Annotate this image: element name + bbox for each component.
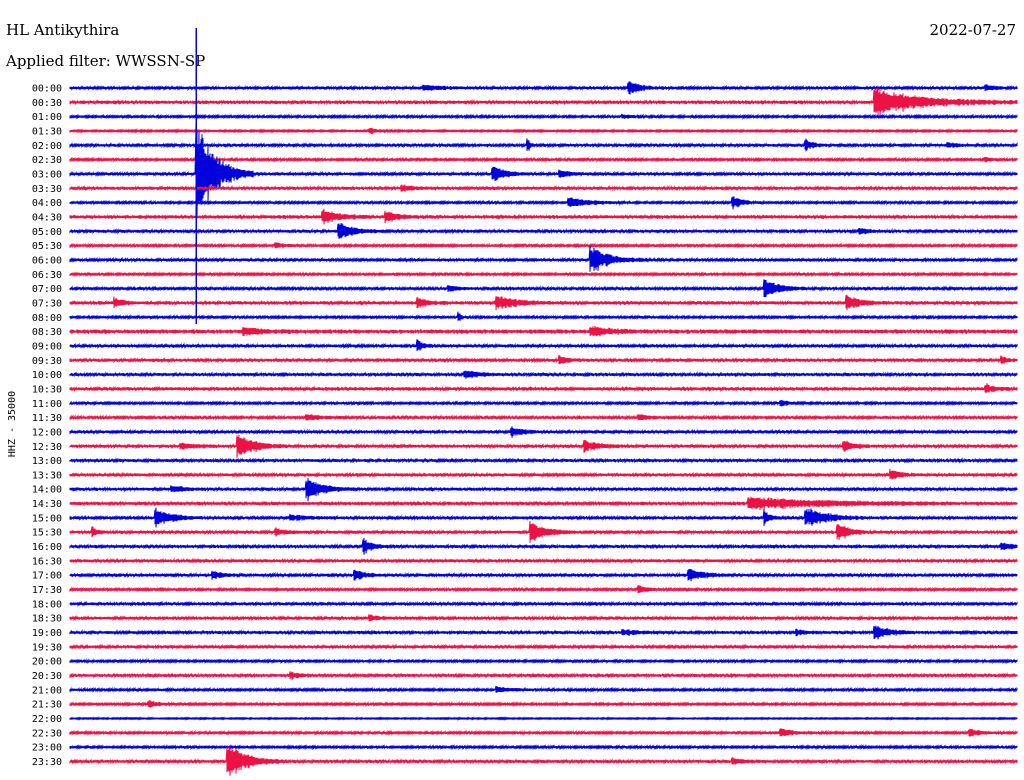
- trace-line: [69, 383, 1018, 393]
- time-label: 08:30: [32, 327, 62, 338]
- time-label: 03:30: [32, 184, 62, 195]
- time-label: 15:30: [32, 528, 62, 539]
- time-label: 22:30: [32, 728, 62, 739]
- time-label: 19:00: [32, 628, 62, 639]
- time-label: 23:30: [32, 757, 62, 768]
- time-label: 11:30: [32, 413, 62, 424]
- time-label-group: 00:00 00:30 01:00 01:30 02:00 02:30 03:00 03:30…: [32, 84, 62, 769]
- time-label: 01:00: [32, 112, 62, 123]
- time-label: 20:00: [32, 657, 62, 668]
- time-label: 03:00: [32, 169, 62, 180]
- channel-label: HHZ - 35000: [7, 391, 18, 457]
- time-label: 11:00: [32, 399, 62, 410]
- time-label: 07:30: [32, 298, 62, 309]
- time-label: 20:30: [32, 671, 62, 682]
- time-label: 09:30: [32, 356, 62, 367]
- trace-line: [69, 468, 1018, 480]
- station-title: HL Antikythira: [6, 21, 120, 39]
- trace-line: [69, 339, 1018, 352]
- time-label: 17:00: [32, 571, 62, 582]
- time-label: 19:30: [32, 642, 62, 653]
- time-label: 15:00: [32, 513, 62, 524]
- time-label: 16:30: [32, 556, 62, 567]
- time-label: 10:00: [32, 370, 62, 381]
- time-label: 14:00: [32, 485, 62, 496]
- time-label: 09:00: [32, 341, 62, 352]
- time-label: 04:30: [32, 212, 62, 223]
- time-label: 00:00: [32, 84, 62, 95]
- time-label: 18:00: [32, 599, 62, 610]
- time-label: 12:30: [32, 442, 62, 453]
- trace-line: [69, 521, 1018, 543]
- time-label: 22:00: [32, 714, 62, 725]
- trace-line: [69, 123, 1018, 228]
- time-label: 13:30: [32, 470, 62, 481]
- filter-label: Applied filter: WWSSN-SP: [6, 52, 206, 70]
- time-label: 17:30: [32, 585, 62, 596]
- trace-line: [69, 354, 1018, 365]
- time-label: 02:00: [32, 141, 62, 152]
- time-label: 14:30: [32, 499, 62, 510]
- time-label: 05:00: [32, 227, 62, 238]
- time-label: 13:00: [32, 456, 62, 467]
- time-label: 12:00: [32, 427, 62, 438]
- time-label: 06:00: [32, 255, 62, 266]
- trace-line: [69, 311, 1018, 321]
- time-label: 23:00: [32, 743, 62, 754]
- trace-group: [69, 28, 1018, 776]
- trace-line: [69, 245, 1018, 272]
- time-label: 06:30: [32, 270, 62, 281]
- date-label: 2022-07-27: [929, 21, 1016, 39]
- time-label: 16:00: [32, 542, 62, 553]
- time-label: 21:30: [32, 700, 62, 711]
- time-label: 02:30: [32, 155, 62, 166]
- time-label: 00:30: [32, 98, 62, 109]
- time-label: 08:00: [32, 313, 62, 324]
- time-label: 01:30: [32, 126, 62, 137]
- time-label: 18:30: [32, 614, 62, 625]
- time-label: 10:30: [32, 384, 62, 395]
- time-label: 04:00: [32, 198, 62, 209]
- time-label: 07:00: [32, 284, 62, 295]
- time-label: 21:00: [32, 685, 62, 696]
- time-label: 05:30: [32, 241, 62, 252]
